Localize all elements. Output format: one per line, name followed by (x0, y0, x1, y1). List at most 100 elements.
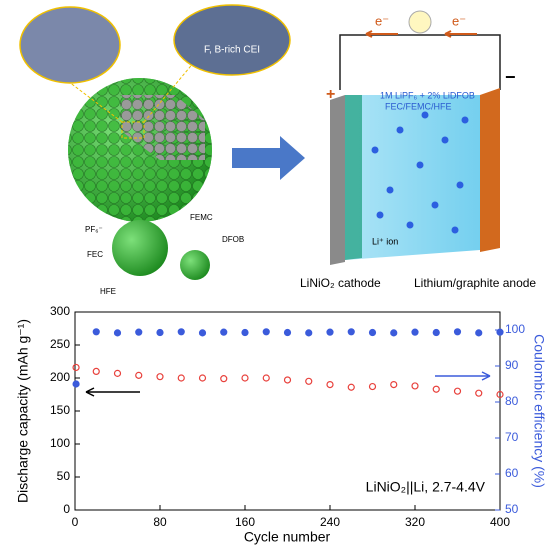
data-point (262, 328, 270, 336)
li-ion-label: Li⁺ ion (372, 236, 398, 246)
y2-tick-label: 60 (505, 466, 519, 480)
molecule-label: DFOB (222, 235, 244, 244)
electrolyte-label: 1M LiPF₆ + 2% LiDFOB (380, 90, 475, 100)
electrolyte (345, 95, 480, 260)
data-point (72, 380, 80, 388)
data-point (177, 328, 185, 336)
data-point (177, 374, 185, 382)
electron-label: e⁻ (375, 13, 389, 28)
data-point (475, 329, 483, 337)
data-point (411, 328, 419, 336)
data-point (72, 363, 80, 372)
data-point (368, 382, 377, 391)
data-point (198, 374, 207, 382)
y-tick-label: 50 (57, 469, 71, 483)
particle-small (180, 250, 210, 280)
data-point (220, 375, 228, 383)
zoom-box (121, 121, 145, 139)
y-tick-label: 250 (50, 337, 70, 351)
molecule-label: FEC (87, 250, 103, 259)
x-tick-label: 400 (490, 515, 510, 529)
minus-sign: − (505, 67, 516, 87)
x-tick-label: 320 (405, 515, 425, 529)
cathode-plate (330, 95, 345, 265)
y2-tick-label: 50 (505, 502, 519, 516)
y-tick-label: 100 (50, 436, 70, 450)
data-point (496, 390, 504, 399)
data-point (262, 374, 270, 382)
illustration: F, B-rich CEI PF₆⁻ FEC HFE FEMC DFOB e⁻ … (19, 4, 536, 296)
data-point (390, 381, 398, 389)
anode-label: Lithium/graphite anode (414, 276, 536, 290)
electrolyte-label: FEC/FEMC/HFE (385, 101, 452, 111)
data-point (283, 376, 292, 384)
y2-tick-label: 100 (505, 322, 525, 336)
data-point (92, 328, 100, 336)
y-tick-label: 200 (50, 370, 70, 384)
y-tick-label: 0 (63, 502, 70, 516)
data-point (92, 367, 100, 375)
y2-tick-label: 90 (505, 358, 519, 372)
annotation: LiNiO₂||Li, 2.7-4.4V (366, 479, 486, 495)
data-point (113, 369, 122, 377)
data-point (241, 374, 249, 382)
inset-label: F, B-rich CEI (204, 45, 260, 56)
cathode-layer (345, 95, 362, 260)
y2-axis-label: Coulombic efficiency (%) (531, 334, 547, 488)
data-point (347, 383, 355, 391)
data-point (326, 328, 334, 336)
electron-arrow (444, 30, 477, 38)
x-tick-label: 0 (72, 515, 79, 529)
y-tick-label: 150 (50, 403, 70, 417)
data-point (156, 328, 164, 337)
axis-arrow (435, 371, 491, 381)
molecule-label: FEMC (190, 213, 213, 222)
data-point (198, 329, 207, 337)
data-point (283, 328, 292, 337)
y-tick-label: 300 (50, 304, 70, 318)
molecule-label: HFE (100, 287, 116, 296)
particle-small (112, 220, 168, 276)
y2-tick-label: 70 (505, 430, 519, 444)
data-point (326, 381, 334, 389)
data-point (432, 385, 440, 393)
data-point (475, 389, 483, 397)
data-point (305, 377, 313, 385)
process-arrow (232, 136, 305, 180)
x-tick-label: 160 (235, 515, 255, 529)
electron-arrow (365, 30, 398, 38)
data-point (453, 387, 462, 395)
data-point (135, 328, 143, 336)
data-point (347, 328, 355, 336)
bulb (408, 10, 432, 34)
molecule-label: PF₆⁻ (85, 225, 103, 234)
core-patch (120, 95, 205, 160)
data-point (156, 373, 164, 381)
y2-tick-label: 80 (505, 394, 519, 408)
axis-arrow (85, 387, 140, 397)
anode-plate (480, 88, 500, 252)
data-point (135, 371, 143, 379)
zoom-line (143, 54, 201, 123)
circuit-wire (339, 34, 501, 90)
data-point (411, 382, 419, 390)
plus-sign: + (326, 86, 335, 103)
electron-label: e⁻ (452, 13, 466, 28)
y-axis-label: Discharge capacity (mAh g⁻¹) (15, 319, 31, 503)
cathode-label: LiNiO₂ cathode (300, 276, 381, 290)
x-axis-label: Cycle number (244, 529, 331, 545)
data-point (453, 328, 462, 336)
x-tick-label: 80 (153, 515, 167, 529)
data-point (220, 328, 228, 336)
x-tick-label: 240 (320, 515, 340, 529)
sem-inset (19, 6, 121, 84)
data-point (496, 328, 504, 336)
li-ions (371, 111, 469, 234)
data-point (305, 329, 313, 337)
tem-inset (173, 4, 291, 76)
data-point (113, 329, 122, 337)
data-point (368, 328, 377, 337)
data-point (241, 328, 249, 337)
data-point (390, 329, 398, 337)
